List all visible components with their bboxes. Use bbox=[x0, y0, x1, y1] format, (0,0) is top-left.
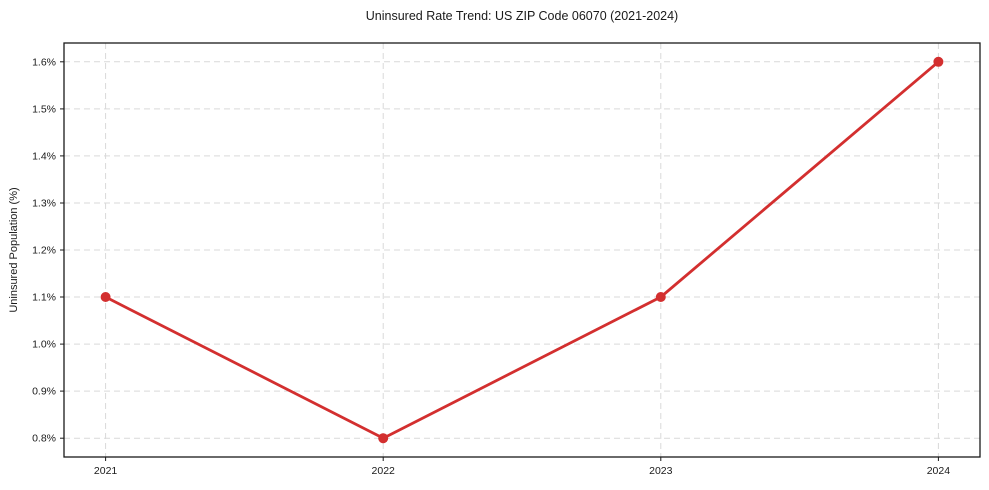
chart-title: Uninsured Rate Trend: US ZIP Code 06070 … bbox=[365, 9, 679, 23]
y-tick-label: 1.6% bbox=[32, 56, 56, 68]
x-tick-label: 2024 bbox=[927, 465, 951, 477]
y-tick-label: 0.9% bbox=[32, 386, 56, 398]
y-tick-label: 1.3% bbox=[32, 198, 56, 210]
data-point bbox=[655, 292, 666, 302]
y-tick-label: 1.4% bbox=[32, 150, 56, 162]
x-tick-label: 2023 bbox=[649, 465, 673, 477]
data-point bbox=[933, 56, 944, 67]
y-tick-label: 1.5% bbox=[32, 103, 56, 115]
y-tick-label: 1.1% bbox=[32, 292, 56, 304]
y-tick-label: 1.2% bbox=[32, 245, 56, 257]
x-tick-label: 2022 bbox=[372, 465, 396, 477]
x-tick-label: 2021 bbox=[94, 465, 118, 477]
y-tick-label: 1.0% bbox=[32, 339, 56, 351]
trend-line bbox=[104, 60, 940, 440]
data-point bbox=[100, 292, 111, 302]
plot-border bbox=[63, 42, 981, 458]
data-point bbox=[378, 433, 389, 444]
y-tick-label: 0.8% bbox=[32, 433, 56, 445]
